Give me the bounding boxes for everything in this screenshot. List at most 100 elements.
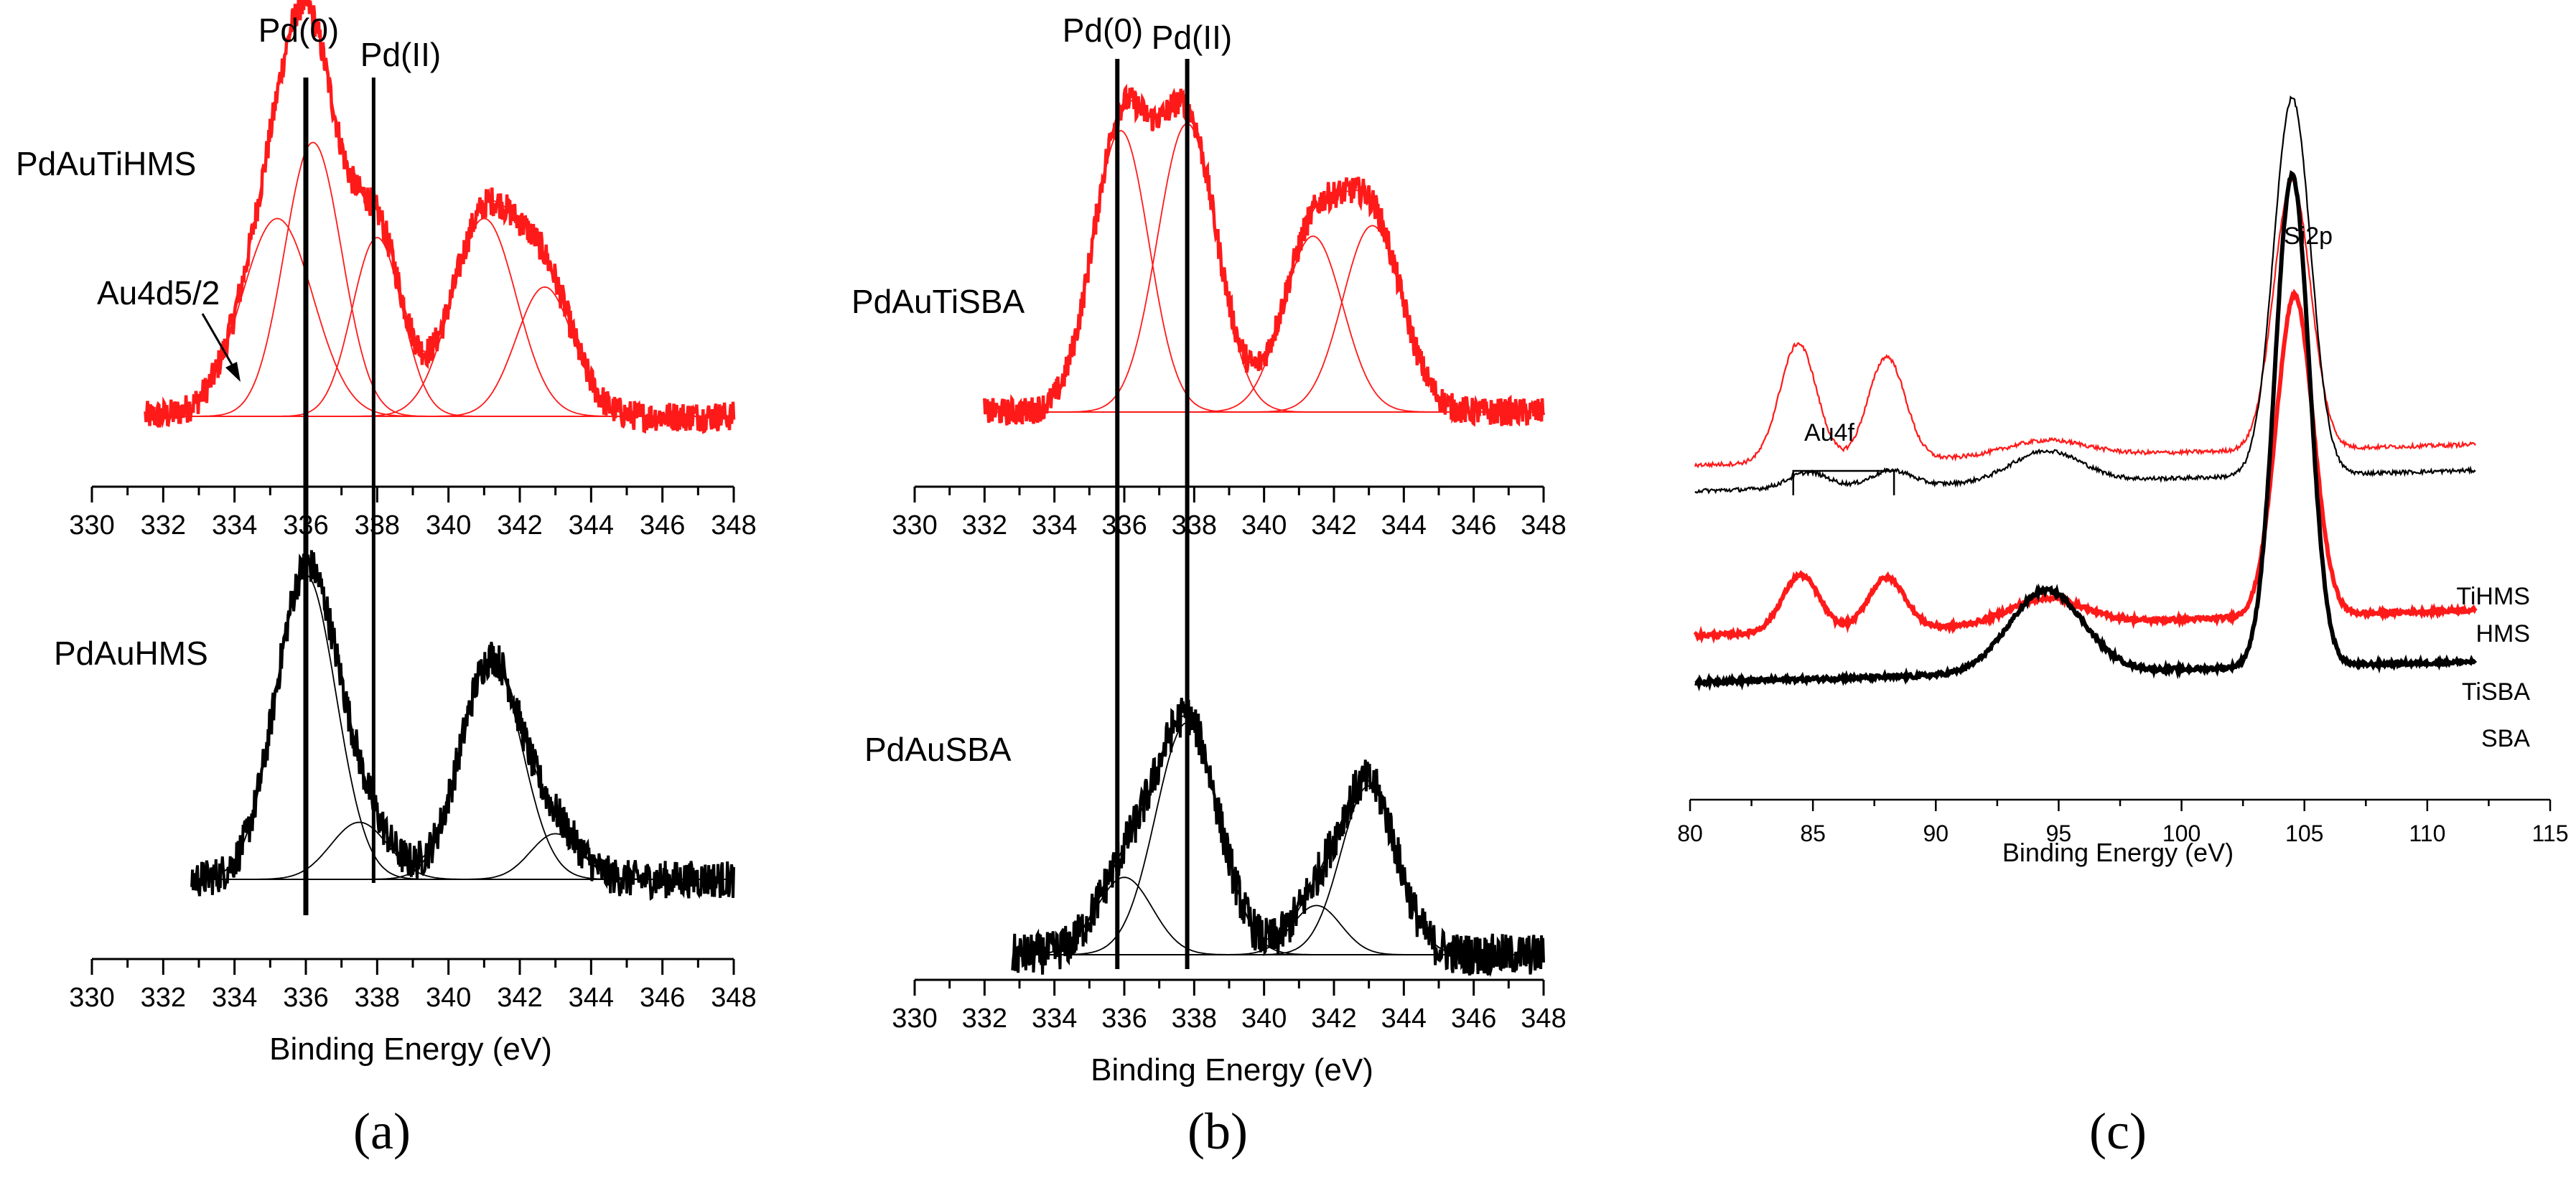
a-top-series-label: PdAuTiHMS (16, 145, 196, 182)
c-series-label-tihms: TiHMS (2456, 583, 2530, 610)
b-pd0-label: Pd(0) (1063, 11, 1143, 49)
a-bottom-tick-label: 332 (141, 983, 186, 1013)
a-bottom-tick-label: 346 (640, 983, 685, 1013)
b-top-tick-label: 346 (1451, 510, 1496, 541)
c-tick-label: 105 (2285, 820, 2323, 846)
a-bottom-x-axis: 330 332 334 336 338 340 342 344 346 348 (69, 958, 757, 1013)
a-bottom-experimental-curve (190, 550, 735, 901)
c-tick-label: 95 (2046, 820, 2072, 846)
a-top-component-peak-5 (145, 286, 732, 417)
c-curve-hms (1694, 95, 2476, 495)
b-bottom-tick-label: 338 (1172, 1004, 1217, 1034)
c-curve-sba (1694, 170, 2478, 692)
b-bottom-tick-label: 336 (1101, 1004, 1147, 1034)
a-top-tick-label: 346 (640, 510, 685, 541)
a-bottom-series-label: PdAuHMS (54, 635, 208, 672)
b-top-tick-label: 336 (1101, 510, 1147, 541)
a-bottom-tick-label: 330 (69, 983, 114, 1013)
a-pd0-label: Pd(0) (258, 11, 339, 49)
c-series-label-tisba: TiSBA (2462, 678, 2530, 706)
b-top-tick-label: 344 (1381, 510, 1427, 541)
a-bottom-tick-label: 342 (497, 983, 542, 1013)
b-bottom-tick-label: 332 (962, 1004, 1007, 1034)
panel-letter-c: (c) (2089, 1103, 2147, 1160)
a-au4d-annotation: Au4d5/2 (97, 274, 220, 312)
a-reference-lines (303, 78, 375, 915)
a-top-component-peak-2 (145, 141, 732, 417)
panel-b: 330 332 334 336 338 340 342 344 346 348 330 332 334… (851, 11, 1567, 1160)
c-tick-label: 100 (2162, 820, 2201, 846)
c-tick-label: 110 (2409, 820, 2445, 846)
b-bottom-x-axis: 330 332 334 336 338 340 342 344 346 348 (892, 978, 1567, 1034)
a-top-tick-label: 342 (497, 510, 542, 541)
b-top-series-label: PdAuTiSBA (851, 283, 1025, 320)
c-series-label-sba: SBA (2481, 725, 2530, 752)
b-bottom-tick-label: 348 (1521, 1004, 1566, 1034)
b-top-plot (983, 83, 1546, 427)
a-top-plot (144, 0, 736, 434)
panel-letter-b: (b) (1187, 1103, 1248, 1160)
c-tick-label: 115 (2531, 820, 2568, 846)
c-plot (1693, 95, 2478, 692)
c-tick-label: 80 (1677, 820, 1703, 846)
c-curve-tisba (1693, 289, 2478, 644)
a-bottom-tick-label: 348 (711, 983, 756, 1013)
b-bottom-tick-label: 334 (1032, 1004, 1077, 1034)
c-si2p-label: Si2p (2284, 223, 2333, 250)
b-pdii-label: Pd(II) (1152, 19, 1232, 56)
a-bottom-tick-label: 340 (426, 983, 471, 1013)
b-top-tick-label: 340 (1241, 510, 1287, 541)
c-au4f-label: Au4f (1804, 419, 1854, 446)
b-bottom-tick-label: 344 (1381, 1004, 1427, 1034)
b-top-tick-label: 348 (1521, 510, 1566, 541)
panel-c: 80 85 90 95 100 105 110 115 TiHMS HMS TiSBA SBA Au… (1677, 95, 2569, 1160)
b-bottom-tick-label: 340 (1241, 1004, 1287, 1034)
c-series-label-hms: HMS (2475, 620, 2530, 647)
b-bottom-series-label: PdAuSBA (864, 731, 1012, 768)
a-top-tick-label: 344 (569, 510, 614, 541)
b-top-experimental-curve (983, 83, 1546, 427)
panel-letter-a: (a) (353, 1103, 411, 1160)
a-top-tick-label: 330 (69, 510, 114, 541)
c-series-labels: TiHMS HMS TiSBA SBA (2456, 583, 2530, 752)
b-x-axis-title: Binding Energy (eV) (1091, 1052, 1373, 1088)
b-top-tick-label: 330 (892, 510, 937, 541)
a-au4d-arrowhead (225, 362, 241, 382)
a-bottom-component-peak-3 (192, 658, 732, 880)
c-x-axis: 80 85 90 95 100 105 110 115 (1677, 798, 2569, 846)
b-bottom-tick-label: 342 (1311, 1004, 1356, 1034)
a-bottom-plot (190, 550, 735, 901)
c-au4f-bracket (1792, 469, 1895, 495)
panel-a: 330 332 334 336 338 340 342 344 346 348 330 332 334… (16, 0, 757, 1160)
c-tick-label: 90 (1923, 820, 1949, 846)
a-au4d-arrow-shaft (201, 313, 238, 374)
a-pdii-label: Pd(II) (360, 36, 441, 73)
b-top-tick-label: 334 (1032, 510, 1077, 541)
c-x-axis-title: Binding Energy (eV) (2002, 838, 2234, 867)
c-tick-label: 85 (1800, 820, 1826, 846)
a-top-tick-label: 348 (711, 510, 756, 541)
b-top-component-peak-4 (984, 225, 1542, 413)
a-top-tick-label: 332 (141, 510, 186, 541)
b-bottom-tick-label: 346 (1451, 1004, 1496, 1034)
a-bottom-tick-label: 338 (355, 983, 400, 1013)
b-bottom-experimental-curve (1011, 697, 1545, 978)
b-top-x-axis: 330 332 334 336 338 340 342 344 346 348 (892, 485, 1567, 541)
a-x-axis-title: Binding Energy (eV) (269, 1032, 552, 1067)
b-reference-lines (1115, 59, 1190, 969)
c-curve-tihms (1694, 178, 2476, 469)
a-bottom-tick-label: 336 (283, 983, 328, 1013)
b-top-component-peak-3 (984, 235, 1542, 413)
a-top-tick-label: 338 (355, 510, 400, 541)
a-top-tick-label: 334 (212, 510, 257, 541)
b-bottom-plot (1011, 697, 1545, 978)
a-bottom-tick-label: 334 (212, 983, 257, 1013)
b-top-tick-label: 338 (1172, 510, 1217, 541)
a-top-tick-label: 340 (426, 510, 471, 541)
b-top-tick-label: 342 (1311, 510, 1356, 541)
b-top-tick-label: 332 (962, 510, 1007, 541)
a-bottom-tick-label: 344 (569, 983, 614, 1013)
